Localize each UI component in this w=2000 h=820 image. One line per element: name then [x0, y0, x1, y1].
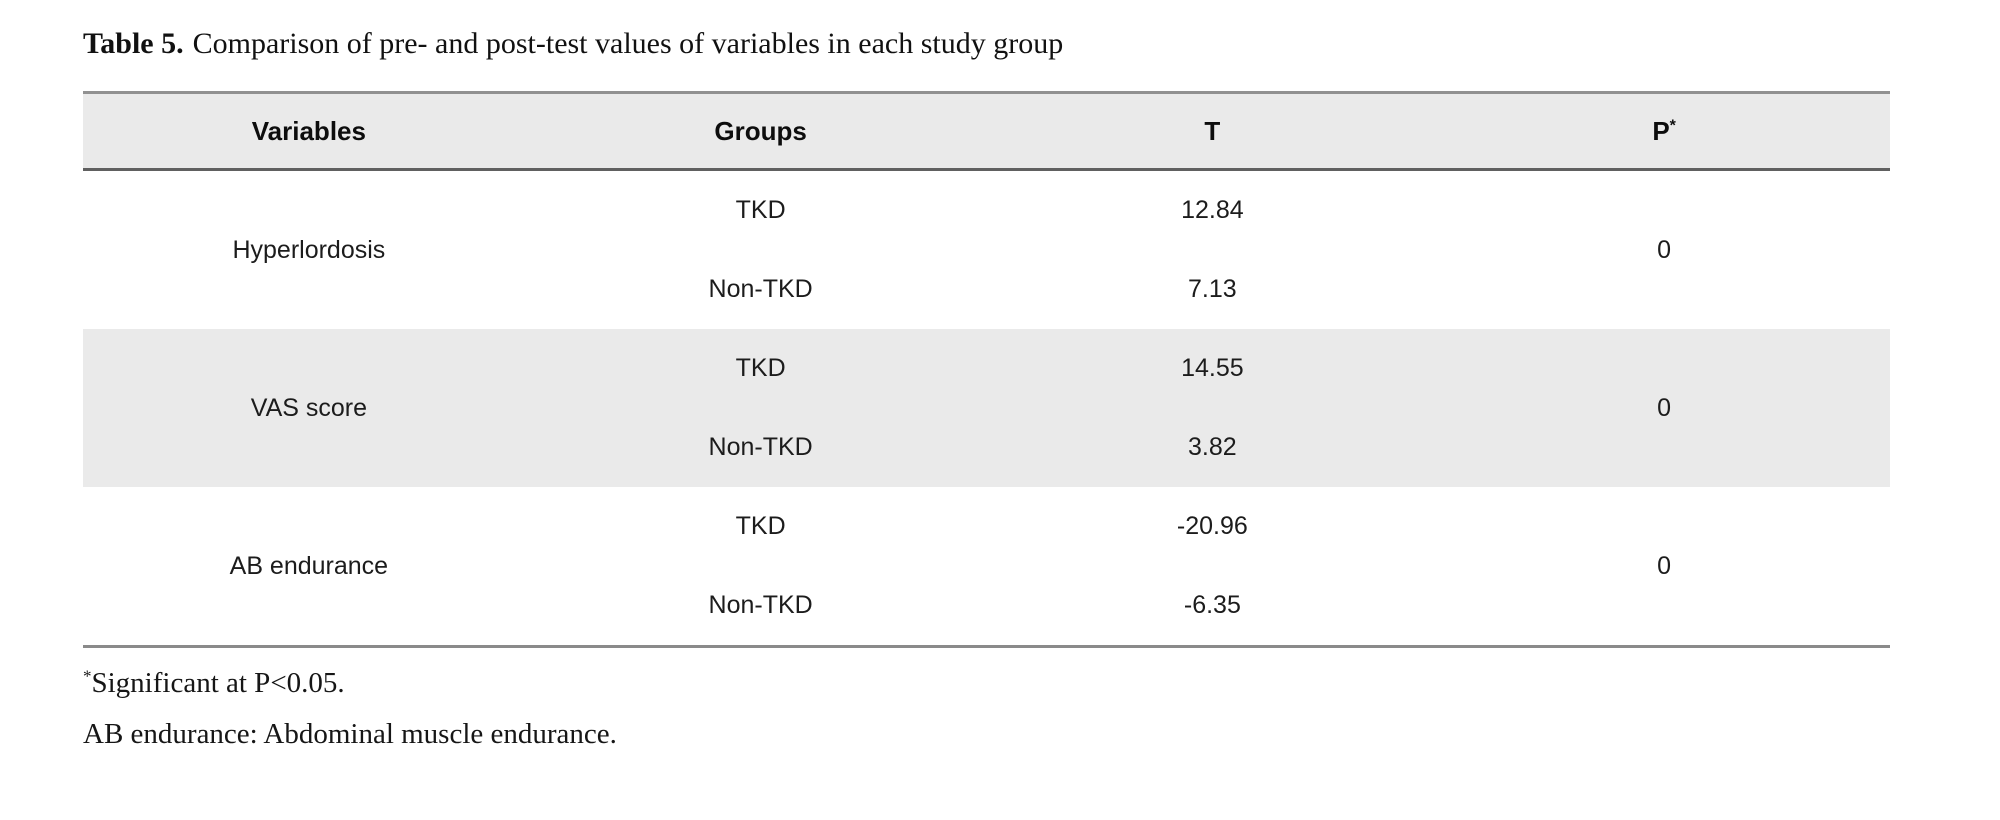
variable-cell: VAS score: [83, 329, 535, 487]
footnote-text: Significant at P<0.05.: [91, 667, 345, 699]
header-t: T: [986, 92, 1439, 171]
comparison-table: Variables Groups T P* Hyperlordosis TKD …: [83, 91, 1890, 648]
t-value-cell: -20.96: [1176, 512, 1248, 540]
footnote-abbreviation: AB endurance: Abdominal muscle endurance…: [83, 716, 2000, 753]
t-value-cell: -6.35: [1183, 591, 1241, 619]
group-cell: TKD: [534, 329, 987, 408]
footnote-asterisk: *: [83, 666, 92, 686]
p-value-cell: 0: [1657, 235, 1672, 264]
p-value-cell: 0: [1657, 551, 1672, 580]
table-row: Non-TKD -6.35: [83, 566, 1890, 647]
header-variables: Variables: [83, 92, 535, 171]
table-title: Table 5. Comparison of pre- and post-test…: [83, 24, 2000, 64]
t-value-cell: 3.82: [986, 408, 1439, 487]
table-row: AB endurance TKD -20.96 0: [83, 487, 1890, 580]
t-value-cell: 14.55: [986, 329, 1439, 408]
footnote-significance: *Significant at P<0.05.: [83, 665, 2000, 702]
group-cell: Non-TKD: [534, 408, 987, 487]
table-header: Variables Groups T P*: [83, 92, 1890, 171]
variable-cell: Hyperlordosis: [232, 235, 386, 264]
group-cell: TKD: [735, 512, 786, 540]
header-row: Variables Groups T P*: [83, 92, 1890, 171]
footnotes: *Significant at P<0.05. AB endurance: Ab…: [83, 665, 2000, 753]
group-cell: Non-TKD: [708, 591, 813, 619]
table-body: Hyperlordosis TKD 12.84 0 Non-TKD 7.13 V…: [83, 170, 1890, 647]
variable-cell: AB endurance: [229, 551, 389, 580]
table-row: Non-TKD 7.13: [83, 250, 1890, 329]
table-row: Non-TKD 3.82: [83, 408, 1890, 487]
header-p-label: P: [1652, 115, 1670, 146]
p-value-cell: 0: [1438, 329, 1890, 487]
header-groups: Groups: [534, 92, 987, 171]
table-row: VAS score TKD 14.55 0: [83, 329, 1890, 487]
header-p-asterisk: *: [1669, 116, 1676, 134]
t-value-cell: 12.84: [1181, 196, 1244, 224]
table-row: Hyperlordosis TKD 12.84 0: [83, 170, 1890, 264]
header-p: P*: [1438, 92, 1890, 171]
footnote-text: AB endurance: Abdominal muscle endurance…: [83, 718, 617, 750]
table-number-label: Table 5.: [83, 27, 184, 60]
group-cell: TKD: [735, 196, 786, 224]
group-cell: Non-TKD: [708, 275, 813, 303]
table-caption: Comparison of pre- and post-test values …: [192, 27, 1064, 60]
t-value-cell: 7.13: [1188, 275, 1237, 303]
